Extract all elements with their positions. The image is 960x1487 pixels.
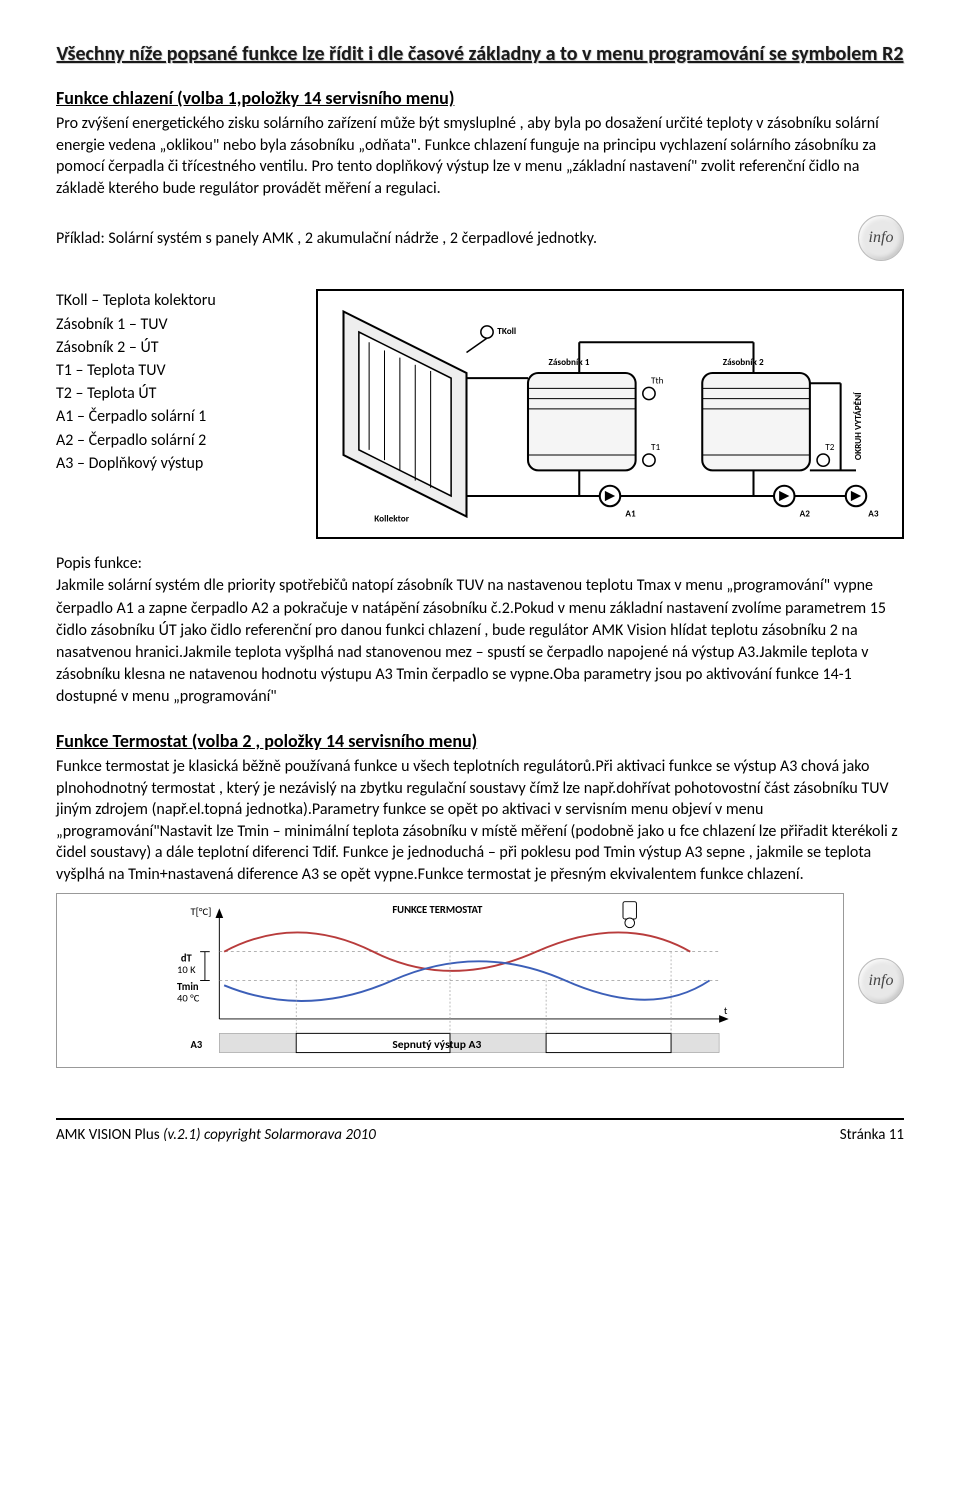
solar-diagram: Kollektor TKoll Zásobník 1 Tth T1 [316,289,904,539]
label-a1: A1 [625,509,636,520]
section2-heading: Funkce Termostat (volba 2 , položky 14 s… [56,730,904,752]
footer-right: Stránka 11 [840,1126,904,1144]
label-zasobnik2: Zásobník 2 [723,357,764,368]
label-tkoll: TKoll [497,326,516,337]
label-a3: A3 [868,509,879,520]
output-label: Sepnutý výstup A3 [392,1038,481,1052]
y-label: T[°C] [191,906,212,919]
legend-item: A3 – Doplňkový výstup [56,452,276,475]
info-icon: info [858,215,904,261]
legend-item: A1 – Čerpadlo solární 1 [56,405,276,428]
legend-item: Zásobník 2 – ÚT [56,336,276,359]
graph-title: FUNKCE TERMOSTAT [392,904,483,917]
tmin-value: 40 °C [177,992,200,1005]
page-footer: AMK VISION Plus (v.2.1) copyright Solarm… [56,1118,904,1144]
example-text: Příklad: Solární systém s panely AMK , 2… [56,229,597,248]
a3-bar-label: A3 [191,1038,203,1051]
section2-paragraph: Funkce termostat je klasická běžně použí… [56,756,904,886]
footer-left-prefix: AMK VISION Plus [56,1126,160,1144]
footer-left-italic: (v.2.1) copyright Solarmorava 2010 [160,1126,376,1144]
label-kollektor: Kollektor [374,514,409,525]
label-okruh: OKRUH VYTÁPĚNÍ [852,391,864,460]
legend-item: T2 – Teplota ÚT [56,382,276,405]
x-label: t [724,1005,728,1018]
info-icon: info [858,958,904,1004]
legend-item: TKoll – Teplota kolektoru [56,289,276,312]
page-title: Všechny níže popsané funkce lze řídit i … [56,40,904,69]
legend-list: TKoll – Teplota kolektoru Zásobník 1 – T… [56,289,276,539]
label-tth: Tth [651,376,664,387]
label-t2: T2 [825,442,834,453]
section1-heading: Funkce chlazení (volba 1,položky 14 serv… [56,87,904,109]
dt-value: 10 K [177,963,196,976]
section1-description: Popis funkce: Jakmile solární systém dle… [56,553,904,708]
legend-item: A2 – Čerpadlo solární 2 [56,429,276,452]
label-zasobnik1: Zásobník 1 [549,357,590,368]
section1-paragraph: Pro zvýšení energetického zisku solárníh… [56,113,904,199]
legend-item: Zásobník 1 – TUV [56,313,276,336]
termostat-graph: FUNKCE TERMOSTAT T[°C] dT 10 K Tmin 40 °… [56,893,844,1068]
label-t1: T1 [651,442,660,453]
label-a2: A2 [800,509,811,520]
legend-item: T1 – Teplota TUV [56,359,276,382]
